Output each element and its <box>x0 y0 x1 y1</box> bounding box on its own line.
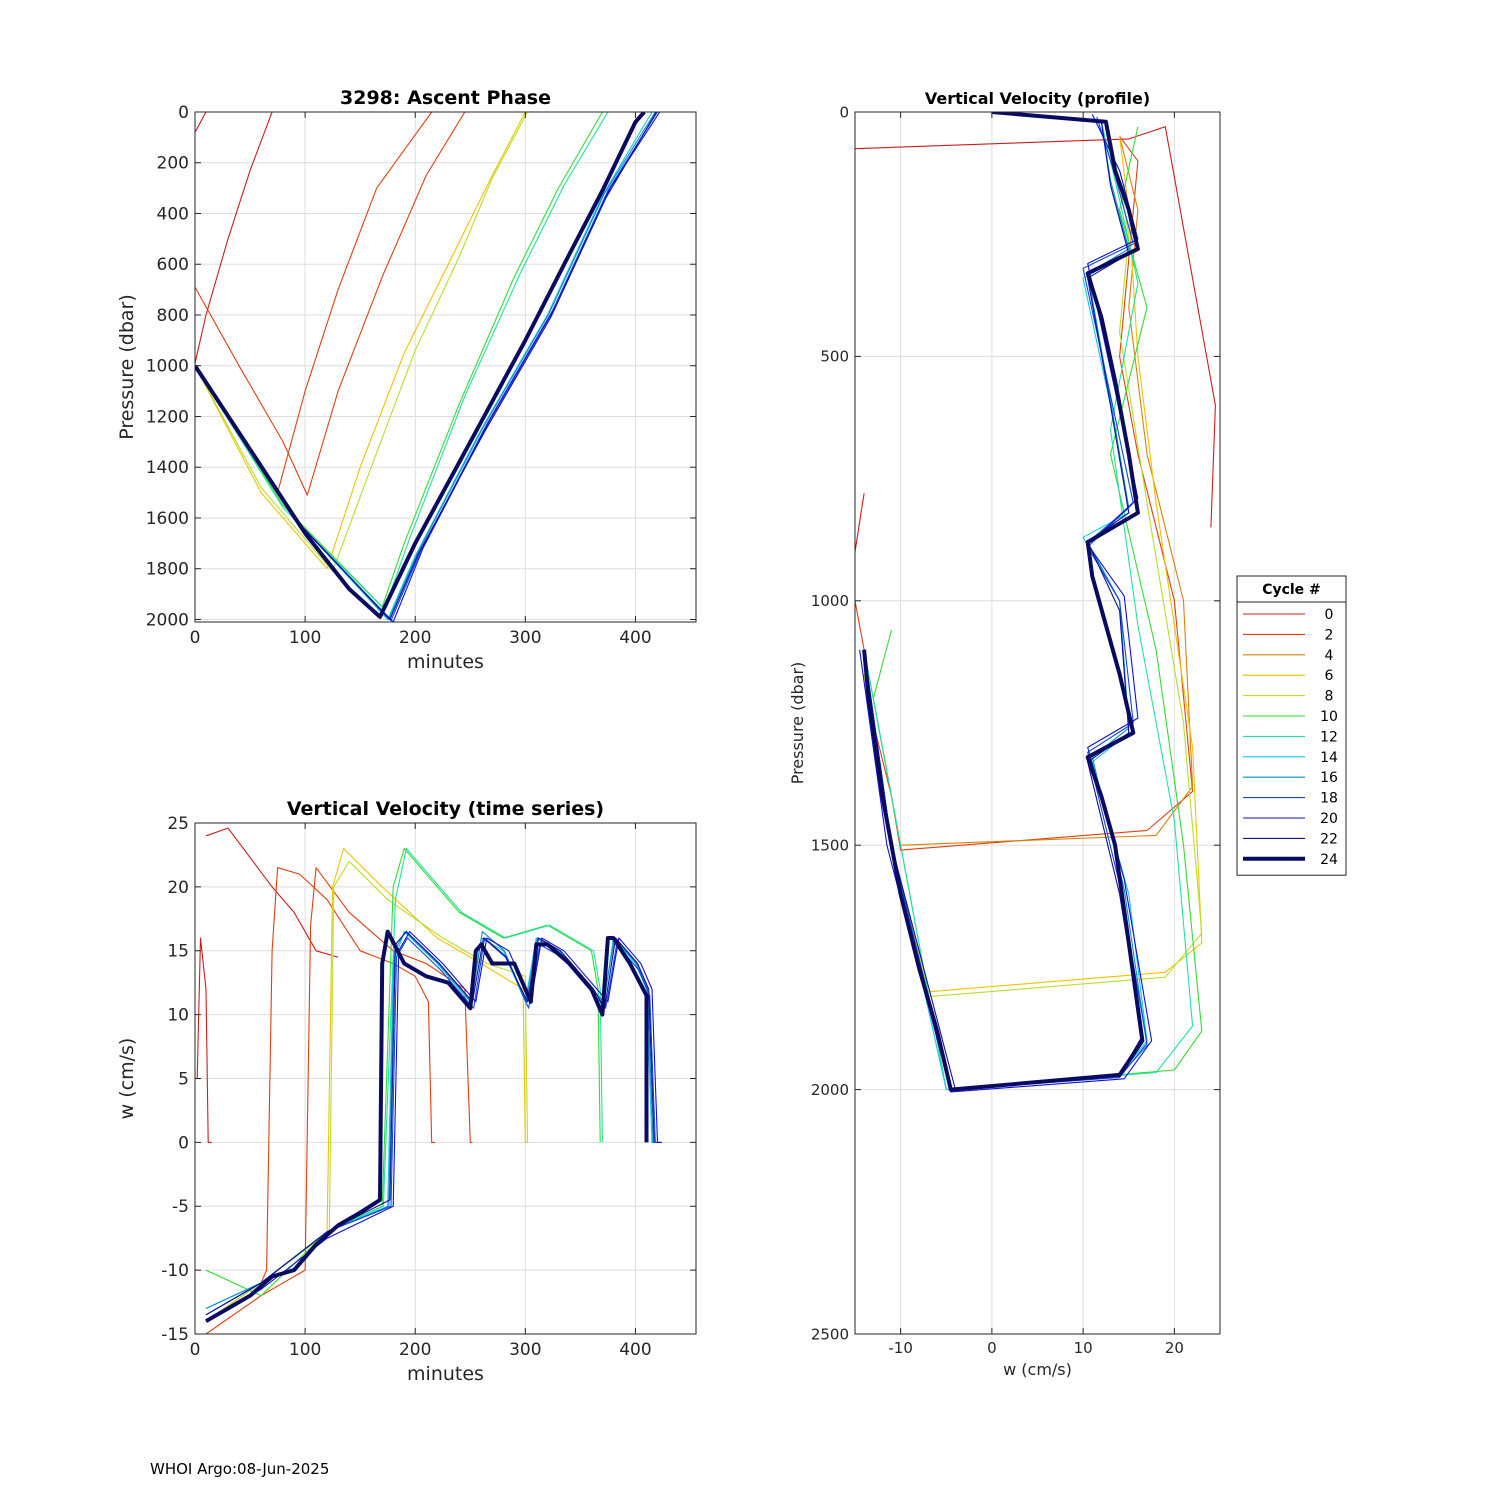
velocity-timeseries-chart: 0 100 200 300 400 -15 -10 -5 0 5 10 15 20 25 Vertical … <box>116 798 697 1385</box>
plot-area <box>855 112 1220 1334</box>
legend-label-cycle-24: 24 <box>1320 852 1338 868</box>
legend-label-cycle-16: 16 <box>1320 770 1338 786</box>
series-line-cycle-0 <box>195 112 273 364</box>
series-line-cycle-0 <box>205 827 339 958</box>
x-axis-label: w (cm/s) <box>1003 1360 1072 1379</box>
y-tick-label: 500 <box>820 348 849 366</box>
legend-label-cycle-4: 4 <box>1325 648 1334 664</box>
legend-label-cycle-14: 14 <box>1320 750 1338 766</box>
chart-title: Vertical Velocity (profile) <box>925 89 1150 108</box>
legend-label-cycle-0: 0 <box>1325 607 1334 623</box>
legend-label-cycle-20: 20 <box>1320 811 1338 827</box>
x-tick-label: 0 <box>190 628 201 648</box>
chart-title: 3298: Ascent Phase <box>340 87 551 109</box>
series-line-cycle-0 <box>855 493 865 552</box>
y-tick-label: 600 <box>157 255 189 275</box>
legend-title: Cycle # <box>1262 582 1321 598</box>
ascent-phase-chart: 0 100 200 300 400 0 200 400 600 800 1000 1200 1400 16… <box>116 87 697 673</box>
series-group <box>855 112 1216 1093</box>
x-tick-label: 300 <box>509 628 541 648</box>
y-tick-label: 5 <box>178 1069 189 1089</box>
legend-label-cycle-22: 22 <box>1320 831 1338 847</box>
series-line-cycle-24 <box>205 929 649 1323</box>
y-tick-label: 10 <box>167 1006 189 1026</box>
x-tick-label: 0 <box>987 1339 997 1357</box>
axes-frame <box>854 111 1221 1335</box>
footer-label: WHOI Argo:08-Jun-2025 <box>150 1460 330 1478</box>
series-line-cycle-2 <box>205 867 435 1322</box>
y-tick-label: 800 <box>157 306 189 326</box>
series-line-cycle-12 <box>863 121 1194 1091</box>
series-line-cycle-22 <box>195 112 657 621</box>
x-tick-label: 200 <box>399 1340 431 1360</box>
series-line-cycle-0 <box>196 937 212 1143</box>
series-line-cycle-2 <box>205 867 473 1334</box>
x-axis-label: minutes <box>407 651 484 673</box>
series-line-cycle-24 <box>195 112 646 619</box>
series-line-cycle-0 <box>195 112 273 133</box>
y-tick-label: 0 <box>178 1133 189 1153</box>
x-tick-label: 100 <box>289 628 321 648</box>
y-tick-label: 1800 <box>146 560 189 580</box>
y-tick-label: 0 <box>839 103 849 121</box>
x-tick-label: 0 <box>190 1340 201 1360</box>
x-tick-label: 400 <box>619 628 651 648</box>
y-tick-label: 1400 <box>146 458 189 478</box>
series-line-cycle-8 <box>205 860 529 1322</box>
y-axis-label: Pressure (dbar) <box>788 662 807 785</box>
y-tick-label: 2000 <box>811 1081 849 1099</box>
x-tick-label: 10 <box>1074 1339 1093 1357</box>
x-tick-label: 100 <box>289 1340 321 1360</box>
legend-label-cycle-10: 10 <box>1320 709 1338 725</box>
chart-title: Vertical Velocity (time series) <box>287 798 604 820</box>
y-tick-label: 25 <box>167 814 189 834</box>
series-group <box>196 827 662 1334</box>
y-tick-label: 1000 <box>811 592 849 610</box>
y-tick-label: 0 <box>178 103 189 123</box>
series-line-cycle-20 <box>859 114 1153 1093</box>
legend-label-cycle-2: 2 <box>1325 627 1334 643</box>
y-tick-label: 15 <box>167 942 189 962</box>
series-line-cycle-6 <box>195 112 526 570</box>
series-line-cycle-24 <box>862 112 1145 1092</box>
plot-area <box>195 112 696 622</box>
y-tick-label: 1200 <box>146 407 189 427</box>
y-tick-label: 20 <box>167 878 189 898</box>
x-tick-label: -10 <box>888 1339 913 1357</box>
series-line-cycle-0 <box>855 126 1216 528</box>
y-tick-label: 400 <box>157 204 189 224</box>
x-tick-label: 20 <box>1165 1339 1184 1357</box>
y-tick-label: -5 <box>172 1197 189 1217</box>
y-tick-label: 1000 <box>146 357 189 377</box>
x-tick-label: 200 <box>399 628 431 648</box>
y-tick-label: -10 <box>161 1261 189 1281</box>
series-line-cycle-2 <box>195 112 466 496</box>
x-tick-label: 400 <box>619 1340 651 1360</box>
series-group <box>195 112 661 622</box>
y-tick-label: 2000 <box>146 610 189 630</box>
y-axis-label: w (cm/s) <box>116 1038 138 1120</box>
legend-label-cycle-6: 6 <box>1325 668 1334 684</box>
axes-frame <box>194 111 697 623</box>
y-tick-label: 1600 <box>146 509 189 529</box>
y-axis-label: Pressure (dbar) <box>116 294 138 440</box>
y-tick-label: 200 <box>157 154 189 174</box>
series-line-cycle-8 <box>195 112 528 572</box>
x-tick-label: 300 <box>509 1340 541 1360</box>
y-tick-label: 1500 <box>811 836 849 854</box>
y-tick-label: -15 <box>161 1325 189 1345</box>
legend-box <box>1236 575 1347 876</box>
velocity-profile-chart: -10 0 10 20 0 500 1000 1500 2000 2500 Vertical Vel… <box>788 89 1221 1379</box>
x-axis-label: minutes <box>407 1363 484 1385</box>
y-tick-label: 2500 <box>811 1325 849 1343</box>
legend-label-cycle-12: 12 <box>1320 729 1338 745</box>
legend-label-cycle-8: 8 <box>1325 689 1334 705</box>
legend-label-cycle-18: 18 <box>1320 791 1338 807</box>
